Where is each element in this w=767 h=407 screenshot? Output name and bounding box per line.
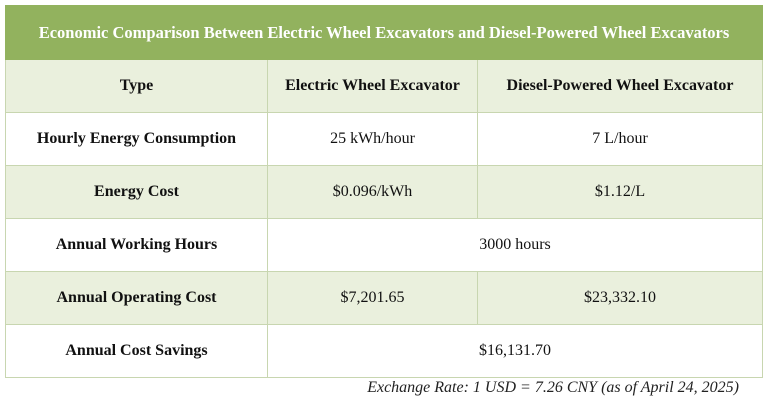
row-label: Annual Operating Cost (5, 271, 268, 325)
row-label: Energy Cost (5, 165, 268, 219)
table-row: Annual Working Hours 3000 hours (5, 218, 764, 272)
table-row: Energy Cost $0.096/kWh $1.12/L (5, 165, 764, 219)
diesel-value: $23,332.10 (476, 271, 764, 325)
table-row: Hourly Energy Consumption 25 kWh/hour 7 … (5, 112, 764, 166)
merged-value: $16,131.70 (266, 324, 764, 378)
merged-value: 3000 hours (266, 218, 764, 272)
table-row: Annual Cost Savings $16,131.70 (5, 324, 764, 378)
row-label: Annual Cost Savings (5, 324, 268, 378)
electric-value: $0.096/kWh (267, 165, 478, 219)
comparison-table-container: Economic Comparison Between Electric Whe… (4, 5, 764, 378)
header-row: Type Electric Wheel Excavator Diesel-Pow… (5, 59, 764, 113)
table-title: Economic Comparison Between Electric Whe… (4, 5, 764, 60)
row-label: Annual Working Hours (5, 218, 268, 272)
comparison-table: Economic Comparison Between Electric Whe… (4, 5, 764, 378)
row-label: Hourly Energy Consumption (5, 112, 268, 166)
electric-value: $7,201.65 (267, 271, 478, 325)
exchange-rate-footnote: Exchange Rate: 1 USD = 7.26 CNY (as of A… (367, 379, 739, 396)
diesel-value: 7 L/hour (476, 112, 764, 166)
header-type: Type (5, 59, 268, 113)
header-diesel: Diesel-Powered Wheel Excavator (476, 59, 764, 113)
diesel-value: $1.12/L (476, 165, 764, 219)
table-row: Annual Operating Cost $7,201.65 $23,332.… (5, 271, 764, 325)
electric-value: 25 kWh/hour (267, 112, 478, 166)
header-electric: Electric Wheel Excavator (267, 59, 478, 113)
